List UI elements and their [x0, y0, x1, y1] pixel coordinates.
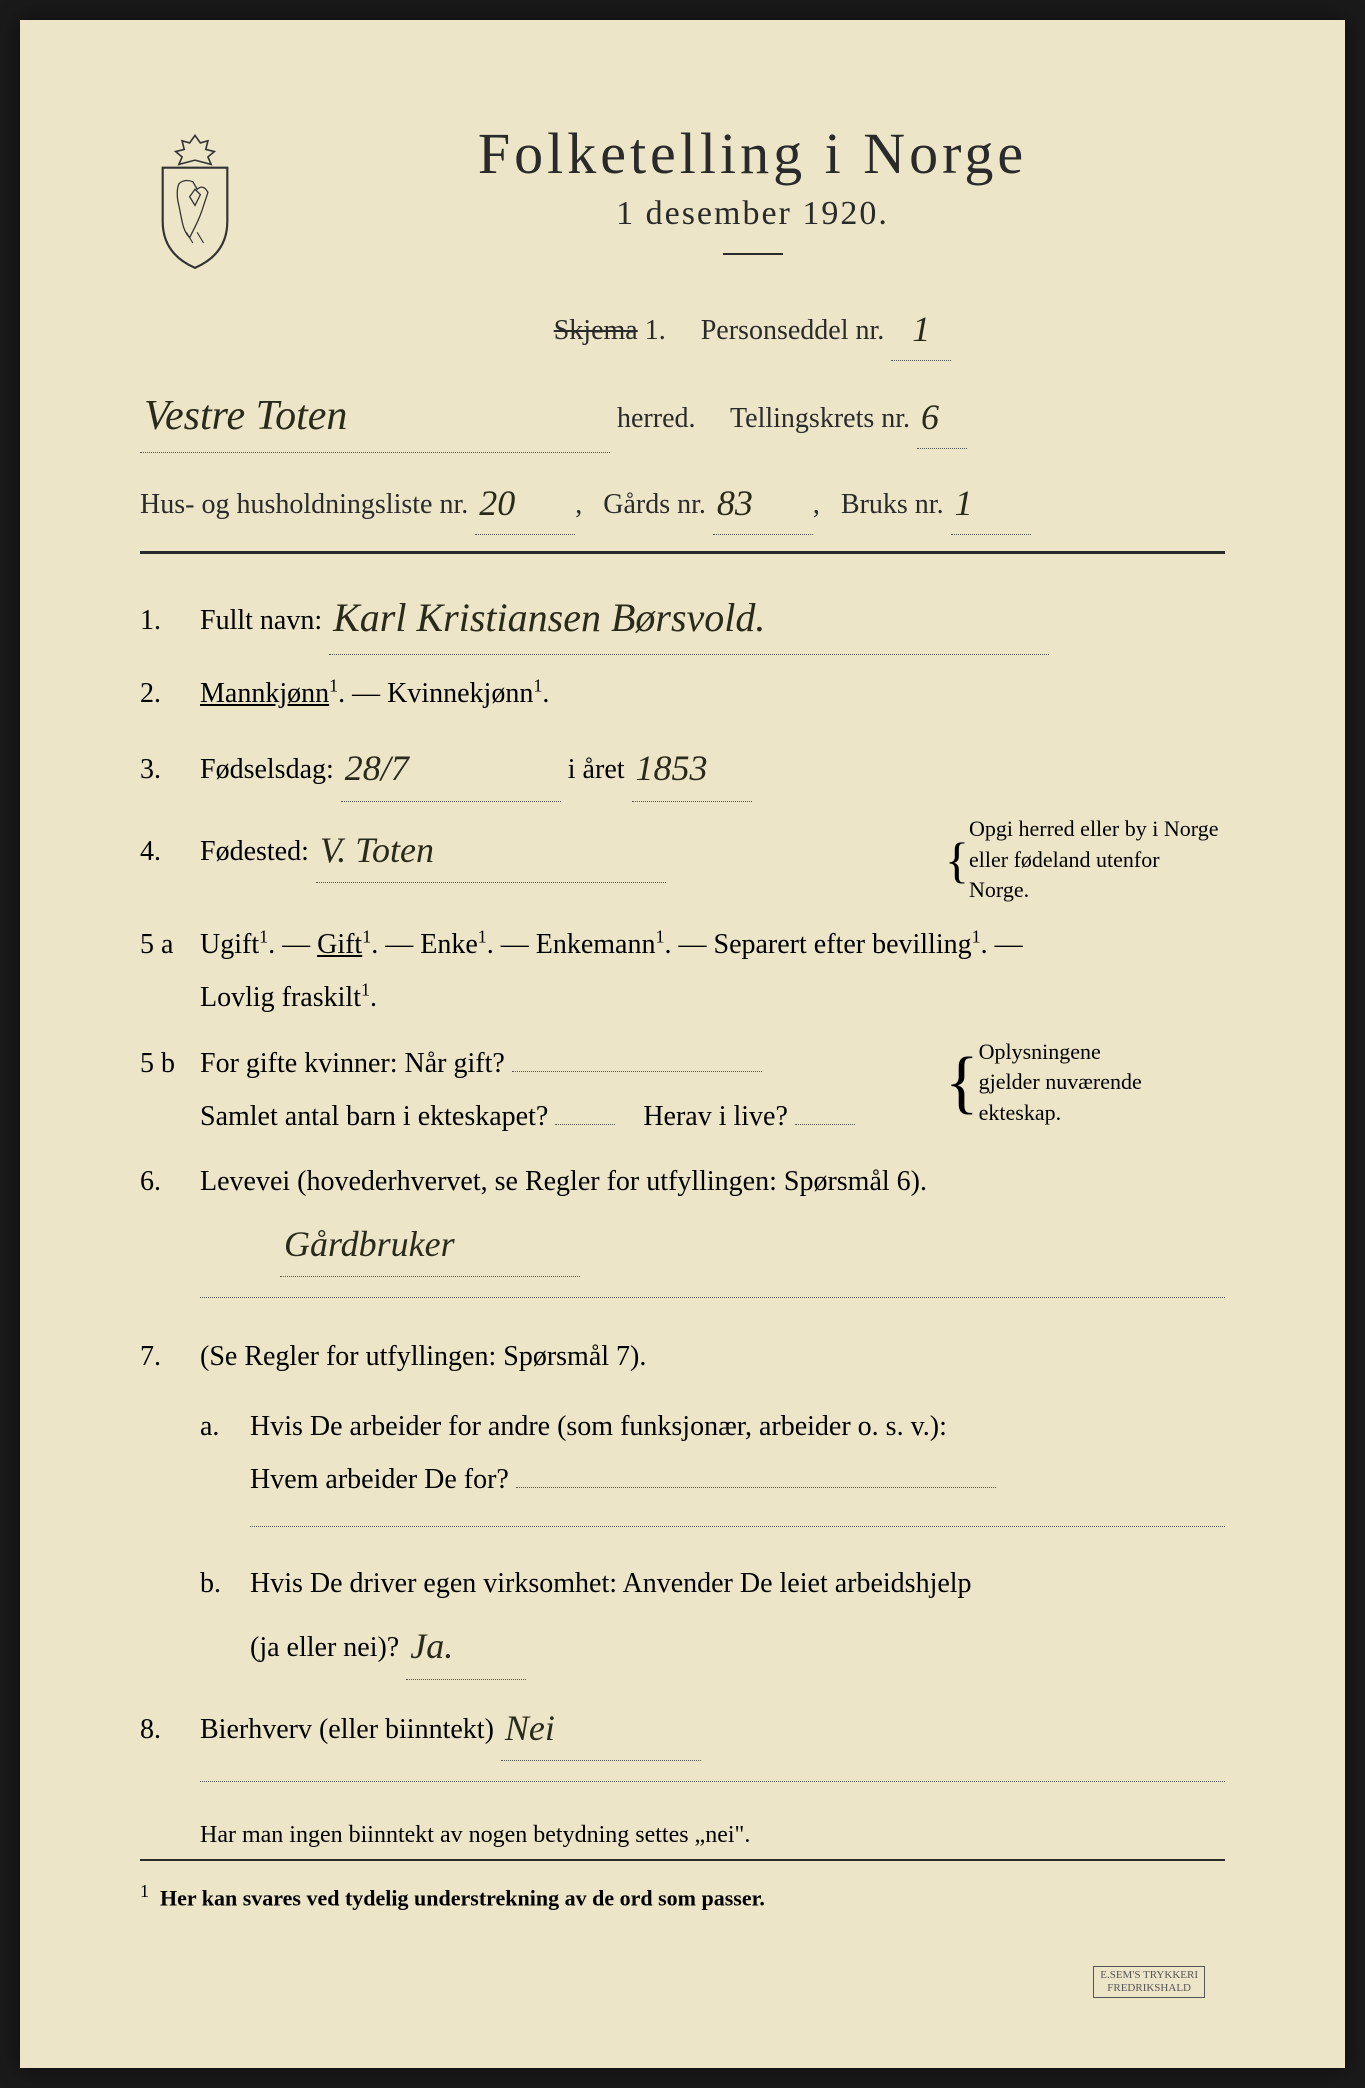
q5a-gift: Gift [317, 929, 362, 960]
footnote-text: Her kan svares ved tydelig understreknin… [160, 1885, 765, 1910]
q1-label: Fullt navn: [200, 605, 322, 636]
q8-value: Nei [505, 1708, 555, 1748]
hus-label: Hus- og husholdningsliste nr. [140, 489, 468, 520]
q7b-value: Ja. [410, 1626, 453, 1666]
bruks-label: Bruks nr. [841, 489, 944, 520]
q5a-lovlig: Lovlig fraskilt [200, 982, 361, 1013]
q7-label: (Se Regler for utfyllingen: Spørsmål 7). [200, 1341, 646, 1372]
bruks-value: 1 [955, 483, 973, 523]
dotted-line [200, 1781, 1225, 1782]
q5a-ugift: Ugift [200, 929, 259, 960]
q4-num: 4. [140, 836, 200, 868]
q4-label: Fødested: [200, 836, 309, 867]
q8-label: Bierhverv (eller biinntekt) [200, 1714, 494, 1745]
norway-coat-of-arms-icon [140, 130, 250, 270]
dotted-line [200, 1297, 1225, 1298]
q2-mann: Mannkjønn [200, 678, 329, 709]
tellingskrets-label: Tellingskrets nr. [730, 403, 910, 434]
herred-line: Vestre Toten herred. Tellingskrets nr. 6 [140, 377, 1225, 454]
q4-value: V. Toten [320, 830, 434, 870]
q3-year: 1853 [636, 748, 708, 788]
q5b-num: 5 b [140, 1048, 200, 1080]
question-4: 4. Fødested: V. Toten { Opgi herred elle… [140, 814, 1225, 906]
q5b-line2a: Samlet antal barn i ekteskapet? [200, 1101, 548, 1132]
q7a-line1: Hvis De arbeider for andre (som funksjon… [250, 1411, 947, 1442]
gards-label: Gårds nr. [603, 489, 706, 520]
personseddel-label: Personseddel nr. [701, 315, 885, 346]
q6-value: Gårdbruker [284, 1224, 455, 1264]
q3-num: 3. [140, 754, 200, 786]
question-5a: 5 a Ugift1. — Gift1. — Enke1. — Enkemann… [140, 918, 1225, 1024]
q3-year-label: i året [568, 754, 625, 785]
divider-thin [140, 1859, 1225, 1861]
q1-num: 1. [140, 605, 200, 637]
divider-thick-1 [140, 551, 1225, 554]
q5b-line2b: Herav i live? [643, 1101, 788, 1132]
footnote-marker: 1 [140, 1881, 149, 1901]
dotted-line [250, 1526, 1225, 1527]
subtitle: 1 desember 1920. [280, 195, 1225, 233]
q5a-num: 5 a [140, 929, 200, 961]
q3-label: Fødselsdag: [200, 754, 334, 785]
q1-value: Karl Kristiansen Børsvold. [333, 595, 765, 640]
title-divider [723, 253, 783, 255]
question-5b: 5 b For gifte kvinner: Når gift? Samlet … [140, 1037, 1225, 1143]
question-1: 1. Fullt navn: Karl Kristiansen Børsvold… [140, 578, 1225, 655]
tellingskrets-value: 6 [921, 397, 939, 437]
q5b-note: Oplysningene gjelder nuværende ekteskap. [979, 1037, 1142, 1129]
brace-icon: { [945, 1062, 979, 1104]
question-3: 3. Fødselsdag: 28/7 i året 1853 [140, 732, 1225, 801]
q7a-line2: Hvem arbeider De for? [250, 1464, 509, 1495]
q6-num: 6. [140, 1166, 200, 1198]
main-title: Folketelling i Norge [280, 120, 1225, 187]
question-6: 6. Levevei (hovederhvervet, se Regler fo… [140, 1155, 1225, 1319]
brace-icon: { [945, 845, 969, 875]
q3-day: 28/7 [345, 748, 409, 788]
title-block: Folketelling i Norge 1 desember 1920. [280, 120, 1225, 285]
q8-num: 8. [140, 1714, 200, 1746]
header: Folketelling i Norge 1 desember 1920. [140, 120, 1225, 285]
q5a-enkemann: Enkemann [536, 929, 656, 960]
q7b-line2: (ja eller nei)? [250, 1632, 399, 1663]
herred-label: herred. [617, 403, 696, 434]
footer-note: Har man ingen biinntekt av nogen betydni… [200, 1822, 1225, 1849]
skjema-label: Skjema 1. [554, 315, 666, 346]
q7b-label: b. [200, 1557, 250, 1680]
q5a-enke: Enke [420, 929, 478, 960]
hus-value: 20 [479, 483, 515, 523]
q5a-separert: Separert efter bevilling [714, 929, 972, 960]
q4-note: Opgi herred eller by i Norge eller fødel… [969, 814, 1225, 906]
gards-value: 83 [717, 483, 753, 523]
census-form-page: Folketelling i Norge 1 desember 1920. Sk… [20, 20, 1345, 2068]
herred-value: Vestre Toten [144, 393, 347, 439]
q7a-label: a. [200, 1400, 250, 1547]
q7b-line1: Hvis De driver egen virksomhet: Anvender… [250, 1568, 972, 1599]
personseddel-value: 1 [912, 309, 930, 349]
skjema-line: Skjema 1. Personseddel nr. 1 [280, 295, 1225, 361]
q2-num: 2. [140, 678, 200, 710]
question-7: 7. (Se Regler for utfyllingen: Spørsmål … [140, 1330, 1225, 1679]
q2-kvinne: Kvinnekjønn [387, 678, 533, 709]
question-8: 8. Bierhverv (eller biinntekt) Nei [140, 1692, 1225, 1802]
q5b-line1: For gifte kvinner: Når gift? [200, 1048, 505, 1079]
hus-line: Hus- og husholdningsliste nr. 20, Gårds … [140, 469, 1225, 535]
footnote-line: 1 Her kan svares ved tydelig understrekn… [140, 1881, 1225, 1911]
q6-label: Levevei (hovederhvervet, se Regler for u… [200, 1166, 927, 1197]
printer-stamp: E.SEM'S TRYKKERI FREDRIKSHALD [1093, 1966, 1205, 1998]
question-2: 2. Mannkjønn1. — Kvinnekjønn1. [140, 667, 1225, 720]
q7-num: 7. [140, 1341, 200, 1373]
